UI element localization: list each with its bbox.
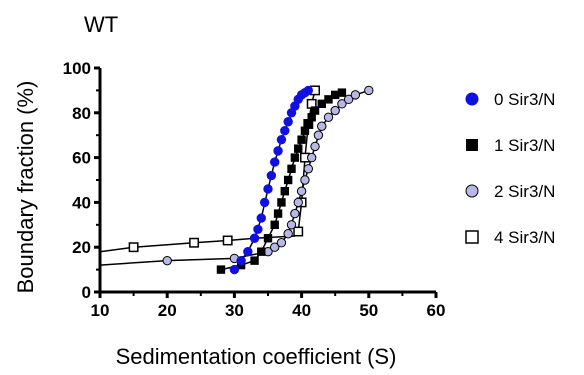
- data-point: [310, 141, 320, 152]
- data-point: [249, 233, 260, 243]
- data-point: [283, 117, 293, 127]
- data-point: [350, 90, 361, 100]
- data-point: [273, 209, 283, 218]
- data-point: [290, 208, 300, 219]
- legend: 0 Sir3/N 1 Sir3/N 2 Sir3/N 4 Sir3/N: [465, 90, 555, 247]
- data-point: [337, 99, 347, 109]
- data-point: [303, 164, 314, 174]
- data-point: [310, 106, 320, 115]
- data-point: [250, 256, 259, 265]
- legend-label-2: 2 Sir3/N: [494, 182, 555, 201]
- data-point: [286, 220, 297, 230]
- y-tick-label-60: 60: [72, 149, 91, 168]
- y-axis-label: Boundary fraction (%): [13, 81, 38, 294]
- data-point: [276, 238, 287, 248]
- data-point: [313, 130, 324, 140]
- data-point: [128, 242, 139, 253]
- data-point: [280, 126, 290, 136]
- data-point: [266, 170, 277, 181]
- data-point: [300, 175, 310, 185]
- data-point: [343, 94, 354, 105]
- data-point: [253, 224, 263, 234]
- data-point: [229, 264, 240, 275]
- x-tick-label-30: 30: [225, 301, 244, 320]
- data-point: [294, 144, 303, 153]
- data-point: [307, 113, 316, 122]
- chart-title: WT: [84, 12, 118, 37]
- series-0: [229, 85, 314, 275]
- data-point: [236, 255, 246, 266]
- legend-label-1: 1 Sir3/N: [494, 136, 555, 155]
- y-tick-label-40: 40: [72, 193, 91, 212]
- data-point: [270, 220, 279, 229]
- data-point: [259, 197, 270, 208]
- data-point: [222, 235, 233, 246]
- data-point: [263, 234, 273, 243]
- x-axis-label: Sedimentation coefficient (S): [116, 344, 397, 369]
- data-point: [304, 119, 313, 129]
- legend-marker-2: [465, 184, 479, 198]
- y-tick-label-100: 100: [63, 59, 91, 78]
- x-tick-label-50: 50: [359, 301, 378, 320]
- data-point: [293, 226, 304, 237]
- x-tick-label-10: 10: [91, 301, 110, 320]
- x-tick-label-20: 20: [158, 301, 177, 320]
- y-tick-label-80: 80: [72, 104, 91, 123]
- data-point: [189, 237, 200, 248]
- data-point: [323, 112, 334, 122]
- data-point: [276, 134, 287, 145]
- data-point: [337, 88, 347, 97]
- series-3: [99, 85, 320, 253]
- data-point: [293, 197, 303, 208]
- y-tick-label-0: 0: [82, 283, 91, 302]
- data-point: [306, 152, 317, 163]
- data-point: [317, 121, 327, 131]
- data-point: [216, 265, 226, 274]
- data-point: [331, 90, 340, 100]
- legend-marker-3: [465, 230, 479, 244]
- data-point: [296, 186, 307, 196]
- axes-layer: 10 20 30 40 50 60 0 20 40 60 80 100: [63, 59, 446, 320]
- data-point: [283, 229, 293, 239]
- data-point: [324, 95, 333, 104]
- data-point: [243, 246, 253, 257]
- data-point: [290, 153, 300, 162]
- series-layer: [99, 85, 374, 275]
- data-point: [364, 85, 374, 96]
- data-point: [303, 85, 314, 96]
- data-point: [270, 242, 280, 252]
- data-point: [283, 175, 293, 185]
- data-point: [270, 157, 280, 167]
- data-point: [162, 255, 172, 266]
- plot-area: 10 20 30 40 50 60 0 20 40 60 80 100: [63, 59, 446, 320]
- data-point: [287, 164, 296, 173]
- data-point: [277, 198, 286, 207]
- legend-marker-1: [466, 139, 478, 151]
- legend-label-0: 0 Sir3/N: [494, 90, 555, 109]
- legend-marker-0: [465, 92, 479, 106]
- data-point: [317, 99, 326, 109]
- data-point: [300, 126, 310, 135]
- data-point: [256, 213, 266, 223]
- x-tick-label-40: 40: [292, 301, 311, 320]
- x-tick-label-60: 60: [427, 301, 446, 320]
- y-tick-label-20: 20: [72, 238, 91, 257]
- series-2: [99, 85, 374, 266]
- legend-label-3: 4 Sir3/N: [494, 228, 555, 247]
- data-point: [273, 146, 283, 156]
- series-1: [216, 88, 347, 274]
- data-point: [280, 187, 289, 196]
- fit-line-3: [99, 90, 316, 253]
- data-point: [297, 135, 306, 144]
- data-point: [263, 184, 273, 194]
- data-point: [257, 247, 266, 256]
- data-point: [330, 105, 340, 116]
